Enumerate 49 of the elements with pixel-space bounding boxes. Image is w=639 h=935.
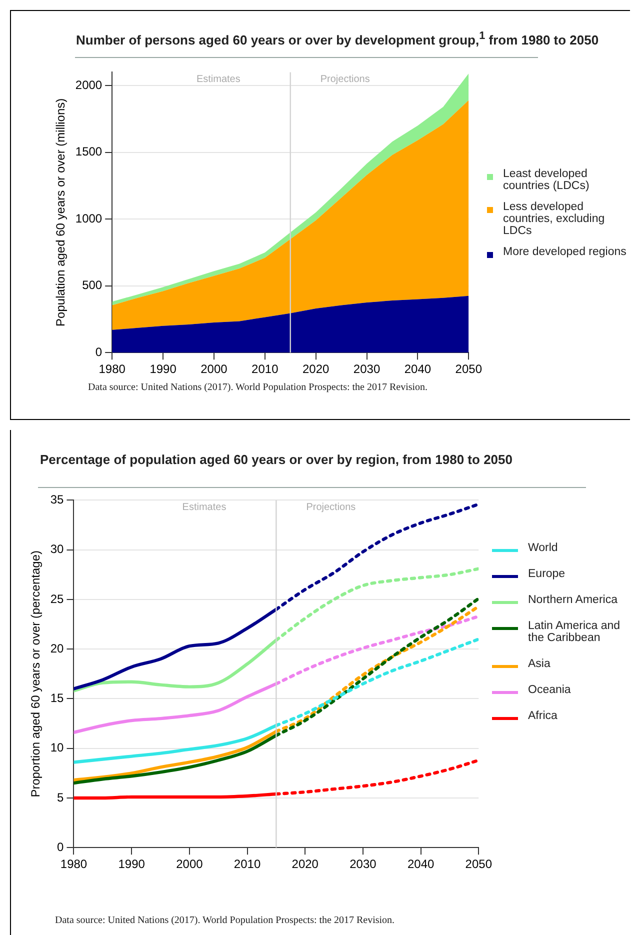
y-tick-label: 5 (57, 790, 64, 804)
y-axis-title: Proportion aged 60 years or over (percentage) (28, 550, 43, 798)
y-axis-title: Population aged 60 years or over (millions) (54, 98, 68, 326)
x-tick-label: 2010 (234, 857, 261, 872)
y-tick-label: 0 (95, 344, 102, 359)
y-tick-label: 500 (82, 278, 102, 292)
legend-label: Northern America (528, 594, 618, 606)
y-tick-label: 30 (50, 542, 64, 556)
legend-label: Less developed countries, excluding LDCs (503, 201, 606, 237)
annotation: Projections (306, 502, 356, 513)
x-tick-label: 1990 (118, 857, 146, 872)
y-tick-label: 10 (50, 740, 64, 755)
y-tick-label: 15 (50, 691, 64, 706)
legend-label: Latin America and the Caribbean (528, 620, 622, 644)
legend-label: World (528, 542, 558, 554)
legend-label: Least developed countries (LDCs) (503, 168, 590, 192)
y-tick-label: 20 (50, 641, 64, 656)
x-tick-label: 2040 (404, 362, 432, 376)
y-tick-label: 35 (50, 492, 64, 507)
annotation: Projections (320, 74, 370, 85)
y-tick-label: 1000 (75, 211, 102, 226)
source-note: Data source: United Nations (2017). World Population Prospects: the 2017 Revision. (55, 915, 395, 926)
legend-label: Asia (528, 658, 550, 670)
chart-title: Percentage of population aged 60 years or over by region, from 1980 to 2050 (40, 452, 512, 467)
y-tick-label: 25 (50, 592, 64, 606)
x-tick-label: 2050 (465, 857, 492, 872)
x-tick-label: 1990 (150, 362, 177, 376)
x-tick-label: 2050 (455, 362, 482, 376)
legend-label: More developed regions (503, 246, 626, 258)
x-tick-label: 1980 (60, 857, 88, 872)
x-tick-label: 2040 (407, 857, 434, 872)
x-tick-label: 1980 (98, 362, 126, 376)
y-tick-label: 1500 (75, 144, 102, 159)
x-tick-label: 2010 (252, 362, 279, 376)
x-tick-label: 2000 (200, 362, 228, 376)
y-tick-label: 0 (57, 840, 64, 854)
y-tick-label: 2000 (75, 78, 102, 92)
source-note: Data source: United Nations (2017). World Population Prospects: the 2017 Revision. (88, 382, 428, 393)
legend-label: Europe (528, 568, 566, 580)
x-tick-label: 2020 (292, 857, 319, 872)
x-tick-label: 2030 (353, 362, 380, 376)
x-tick-label: 2000 (176, 857, 204, 872)
annotation: Estimates (182, 502, 226, 513)
legend-label: Africa (528, 710, 558, 722)
legend-label: Oceania (528, 684, 571, 696)
x-tick-label: 2030 (350, 857, 377, 872)
annotation: Estimates (196, 74, 240, 85)
x-tick-label: 2020 (302, 362, 330, 376)
chart-title: Number of persons aged 60 years or over by development group,$^{1}$ from 1980 to 2050 (76, 30, 599, 48)
